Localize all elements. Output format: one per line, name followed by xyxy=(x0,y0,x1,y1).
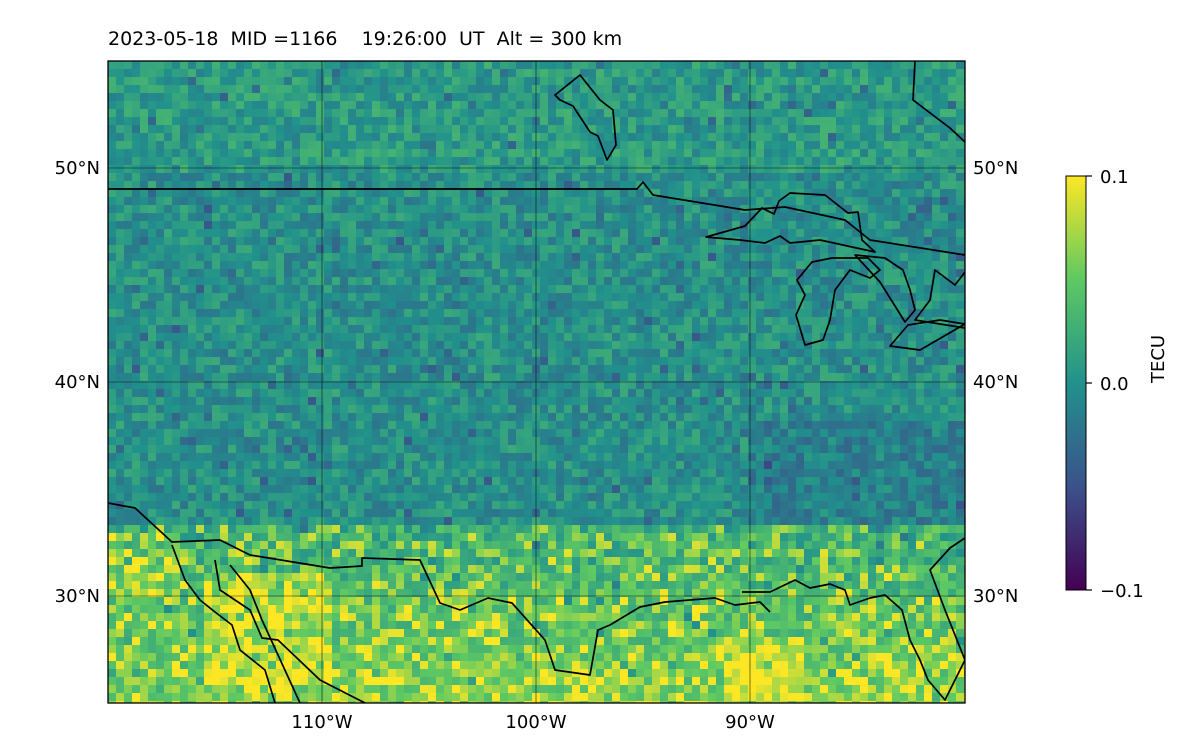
mexico-sierra xyxy=(229,564,301,703)
lat-label-30n-right: 30°N xyxy=(973,586,1018,607)
mexico-west-coast xyxy=(214,559,366,703)
baja-peninsula xyxy=(171,544,276,703)
canada-north-shore xyxy=(912,61,965,143)
lat-label-40n-left: 40°N xyxy=(55,372,100,393)
colorbar-tick-label-zero: 0.0 xyxy=(1100,374,1129,395)
great-lakes-east xyxy=(914,269,965,329)
colorbar-tick-label-high: 0.1 xyxy=(1100,167,1129,188)
lat-label-30n-left: 30°N xyxy=(55,586,100,607)
map-title: 2023-05-18 MID =1166 19:26:00 UT Alt = 3… xyxy=(108,28,623,50)
lat-labels-right: 50°N 40°N 30°N xyxy=(973,158,1018,607)
lon-label-110w: 110°W xyxy=(291,712,352,733)
colorbar: 0.1 0.0 −0.1 xyxy=(1065,167,1144,602)
graticule xyxy=(108,61,965,703)
lake-huron xyxy=(854,254,916,323)
tec-field-raster xyxy=(108,61,965,703)
colorbar-label: TECU xyxy=(1148,334,1169,383)
lake-michigan xyxy=(795,257,881,346)
lon-labels: 110°W 100°W 90°W xyxy=(291,712,775,733)
hudson-bay-shore xyxy=(554,74,617,161)
gulf-coast xyxy=(742,579,965,701)
lon-label-100w: 100°W xyxy=(505,712,566,733)
lake-erie-ontario xyxy=(889,319,965,351)
lat-label-50n-right: 50°N xyxy=(973,158,1018,179)
lat-label-40n-right: 40°N xyxy=(973,372,1018,393)
coastlines xyxy=(108,61,965,703)
lon-label-90w: 90°W xyxy=(725,712,775,733)
colorbar-tick-label-low: −0.1 xyxy=(1100,581,1144,602)
lat-labels-left: 50°N 40°N 30°N xyxy=(55,158,100,607)
colorbar-gradient xyxy=(1065,175,1087,591)
us-mexico-border xyxy=(108,502,771,676)
florida-east xyxy=(929,537,965,661)
map-frame xyxy=(107,60,966,704)
lake-superior xyxy=(705,192,876,253)
lat-label-50n-left: 50°N xyxy=(55,158,100,179)
